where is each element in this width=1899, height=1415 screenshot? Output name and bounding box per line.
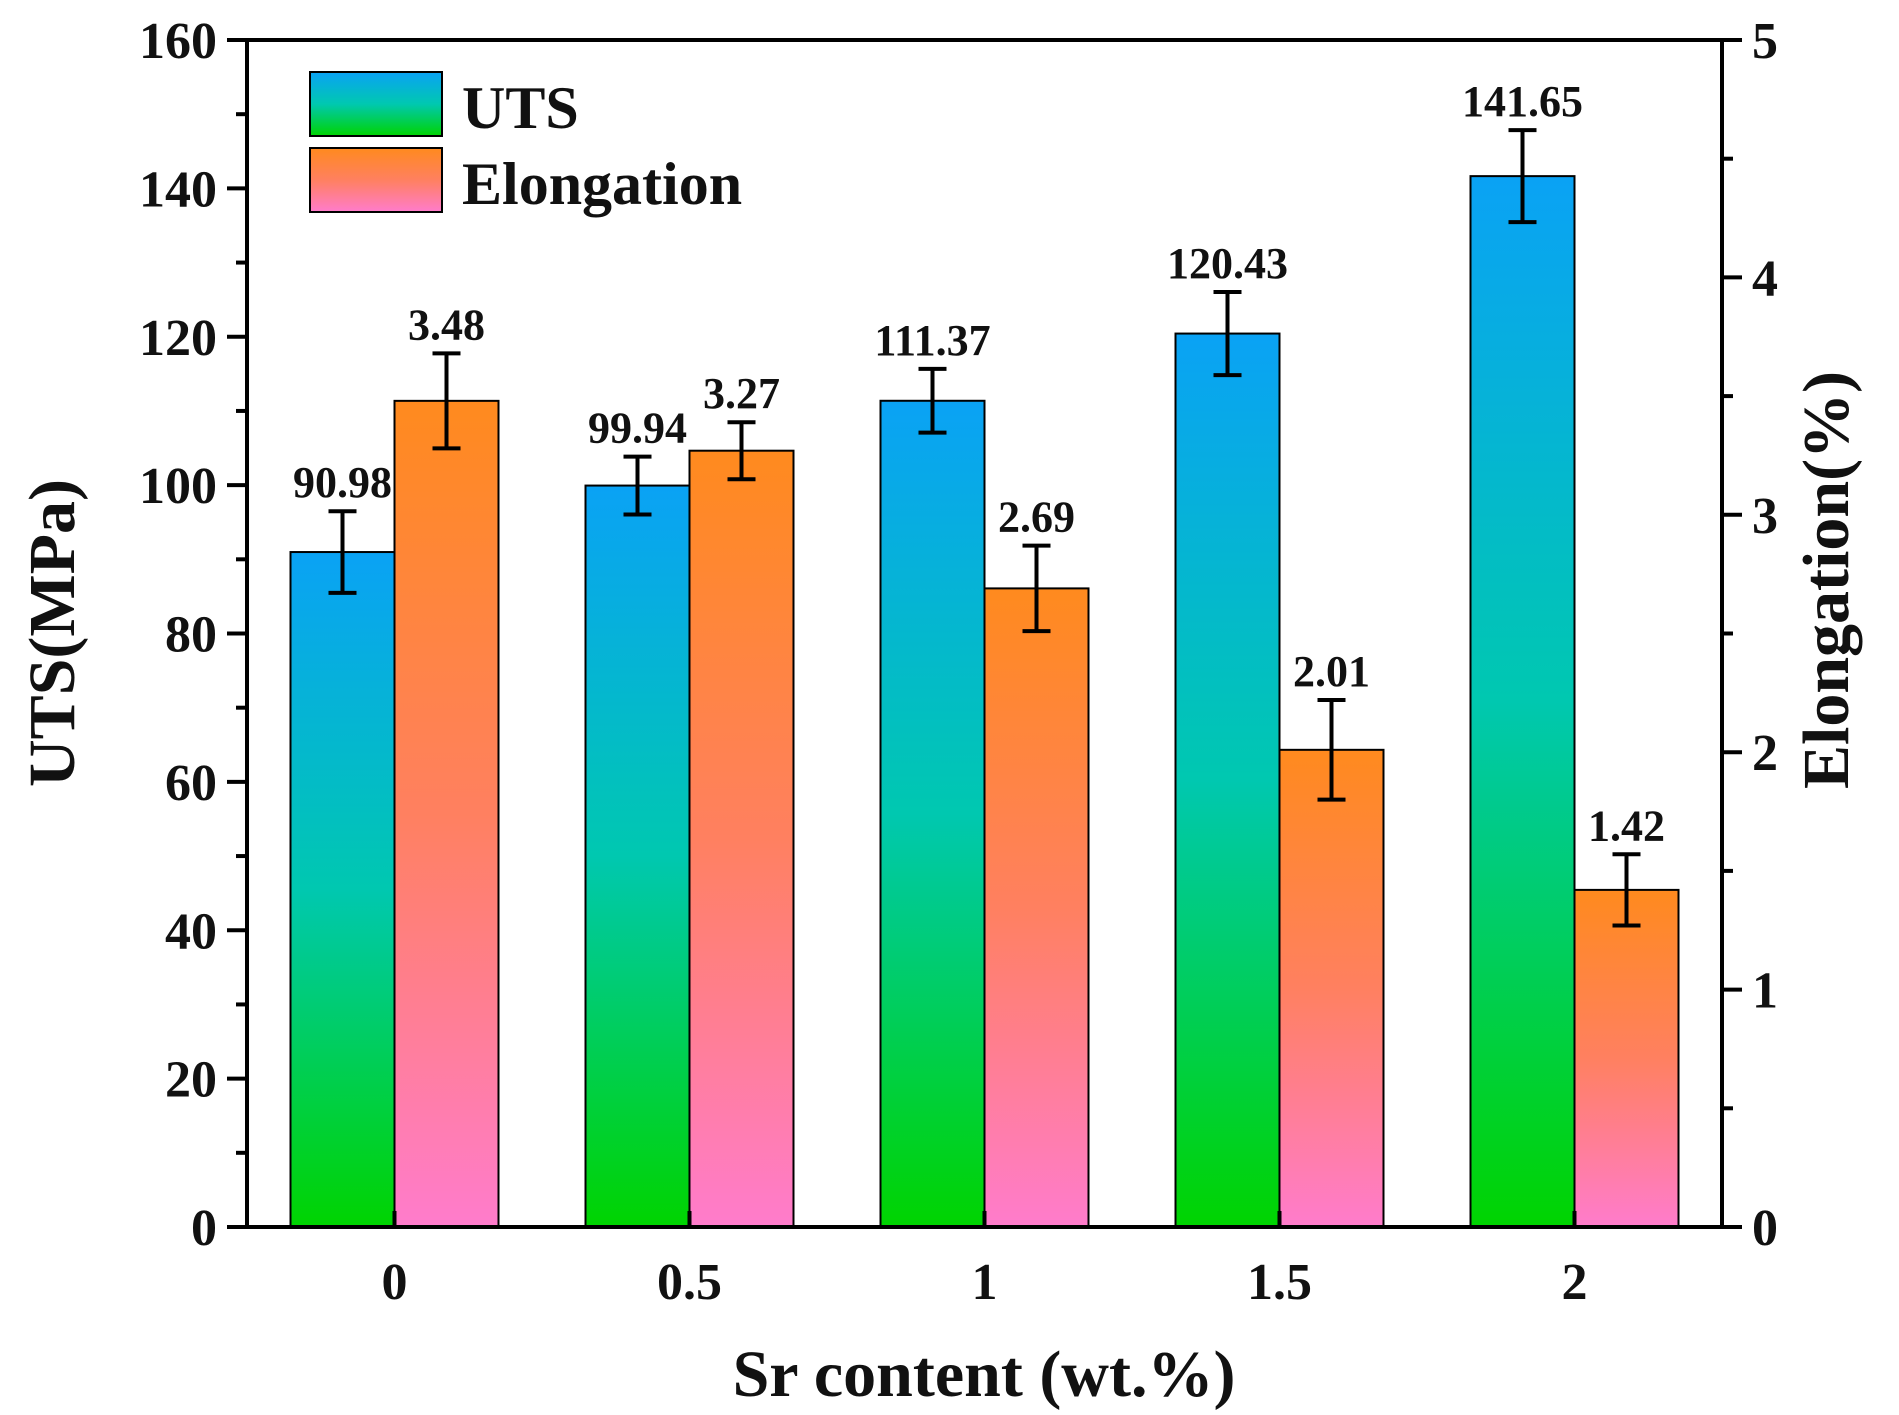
y2-tick-label-1: 1 [1752, 963, 1778, 1020]
legend-label-elongation: Elongation [462, 151, 742, 217]
bars-layer [289, 175, 1680, 1229]
data-label-elongation-2: 2.69 [998, 493, 1075, 542]
x-tick-label-2: 1 [972, 1254, 998, 1311]
bar-uts-3 [1174, 332, 1281, 1228]
x-tick-label-3: 1.5 [1247, 1254, 1312, 1311]
data-label-elongation-3: 2.01 [1293, 647, 1370, 696]
legend-swatch-elongation [309, 147, 443, 213]
y-tick-label-4: 80 [165, 607, 217, 664]
y2-tick-label-0: 0 [1752, 1200, 1778, 1257]
data-label-uts-3: 120.43 [1167, 239, 1288, 288]
data-label-uts-0: 90.98 [293, 458, 392, 507]
y2-axis-title: Elongation(%) [1790, 371, 1863, 789]
bar-uts-4 [1469, 175, 1576, 1229]
x-tick-label-0: 0 [382, 1254, 408, 1311]
y-tick-label-7: 140 [139, 161, 217, 218]
bar-uts-2 [879, 399, 986, 1228]
bar-elongation-2 [983, 587, 1090, 1228]
data-label-elongation-0: 3.48 [408, 300, 485, 349]
bar-elongation-4 [1573, 888, 1680, 1229]
data-label-uts-1: 99.94 [588, 404, 687, 453]
legend: UTS Elongation [309, 71, 742, 217]
y-tick-label-8: 160 [139, 13, 217, 70]
y2-tick-label-3: 3 [1752, 488, 1778, 545]
y-tick-label-1: 20 [165, 1052, 217, 1109]
x-tick-label-1: 0.5 [657, 1254, 722, 1311]
bar-elongation-1 [688, 449, 795, 1228]
legend-label-uts: UTS [462, 75, 579, 141]
bar-elongation-0 [393, 399, 500, 1228]
y2-tick-label-4: 4 [1752, 250, 1778, 307]
y-tick-label-2: 40 [165, 903, 217, 960]
data-label-elongation-1: 3.27 [703, 369, 780, 418]
y2-tick-label-5: 5 [1752, 13, 1778, 70]
data-label-uts-4: 141.65 [1462, 77, 1583, 126]
error-bars-layer [328, 128, 1641, 928]
data-label-elongation-4: 1.42 [1588, 801, 1665, 850]
bar-uts-0 [289, 551, 396, 1228]
y-tick-label-5: 100 [139, 458, 217, 515]
x-tick-label-4: 2 [1562, 1254, 1588, 1311]
bar-uts-1 [584, 484, 691, 1228]
y2-tick-label-2: 2 [1752, 725, 1778, 782]
y-tick-label-6: 120 [139, 310, 217, 367]
bar-elongation-3 [1278, 748, 1385, 1228]
data-label-uts-2: 111.37 [874, 316, 990, 365]
x-axis-title: Sr content (wt.%) [733, 1338, 1236, 1411]
y-axis-title: UTS(MPa) [16, 479, 89, 787]
data-labels-layer: 90.98 3.48 99.94 3.27 111.37 2.69 120.43 2.01 14… [293, 77, 1665, 850]
y-tick-label-0: 0 [191, 1200, 217, 1257]
y-tick-label-3: 60 [165, 755, 217, 812]
legend-swatch-uts [309, 71, 443, 137]
